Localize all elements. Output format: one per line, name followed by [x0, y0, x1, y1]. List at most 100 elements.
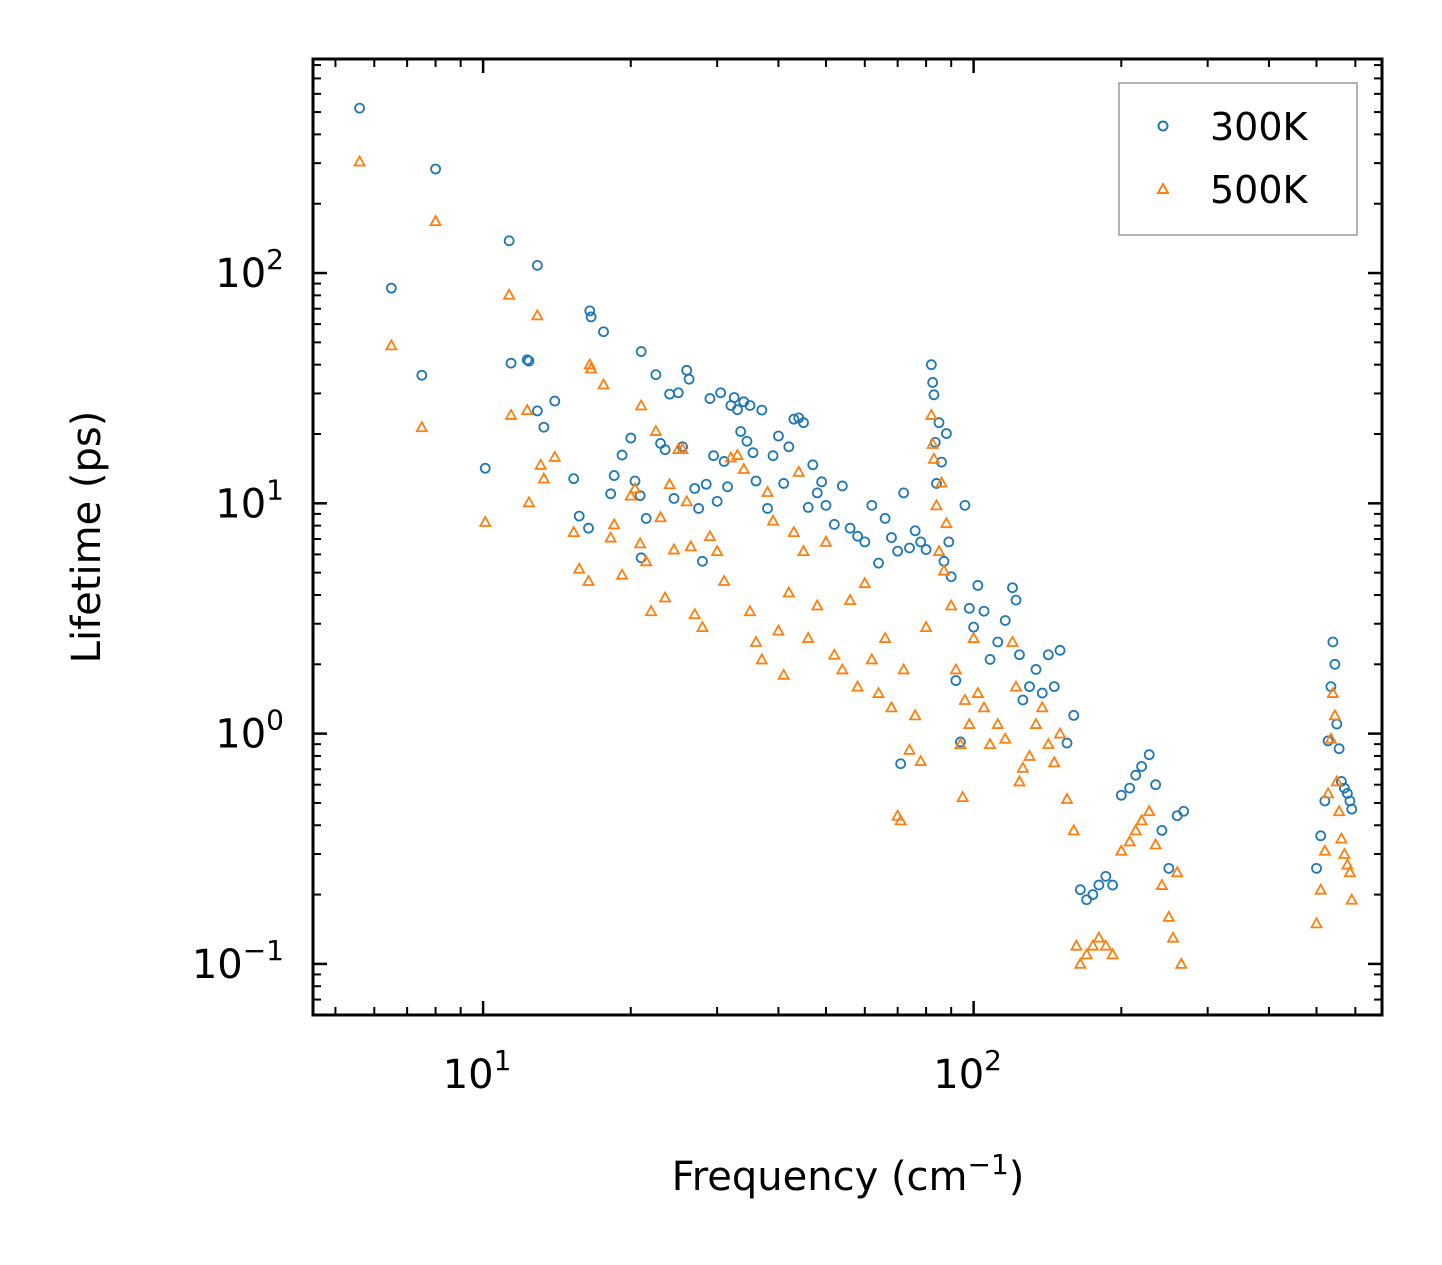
data-point-500k: [644, 604, 658, 617]
data-point-500k: [787, 525, 801, 537]
data-point-500k: [1149, 837, 1163, 850]
data-point-300k: [1087, 889, 1099, 900]
data-point-300k: [798, 417, 809, 429]
data-point-300k: [978, 605, 990, 617]
data-point-500k: [956, 790, 970, 803]
data-point-300k: [783, 441, 795, 453]
data-point-500k: [782, 585, 796, 598]
data-point-300k: [640, 513, 652, 524]
x-axis-label-main: Frequency (cm: [672, 1154, 968, 1200]
data-point-500k: [843, 593, 857, 605]
data-point-500k: [851, 679, 865, 692]
data-point-500k: [949, 662, 963, 675]
data-point-300k: [747, 447, 759, 459]
data-point-300k: [1007, 582, 1018, 594]
data-point-500k: [1309, 916, 1324, 929]
data-point-300k: [531, 259, 543, 271]
data-point-300k: [503, 235, 515, 247]
data-point-500k: [1023, 749, 1037, 761]
data-point-500k: [827, 647, 841, 660]
data-point-500k: [1016, 761, 1030, 773]
plot-frame: [311, 57, 1384, 1017]
data-point-500k: [749, 635, 763, 647]
data-point-500k: [939, 516, 953, 529]
y-tick-label: 100: [215, 704, 284, 758]
data-point-300k: [859, 536, 871, 548]
data-point-300k: [416, 369, 428, 381]
tick-labels: 101 102 10−1 100 101 102: [192, 243, 1002, 1098]
data-point-300k: [1124, 782, 1136, 794]
data-point-500k: [926, 437, 940, 449]
data-point-300k: [1017, 694, 1029, 706]
data-point-300k: [992, 636, 1004, 648]
data-point-500k: [1324, 731, 1338, 744]
data-point-500k: [1166, 930, 1180, 943]
data-point-300k: [1074, 884, 1086, 896]
data-point-300k: [844, 522, 856, 534]
data-point-300k: [573, 510, 585, 522]
data-point-500k: [878, 631, 892, 643]
data-point-300k: [1030, 664, 1042, 675]
x-tick-label: 102: [933, 1044, 1002, 1098]
data-point-300k: [704, 393, 716, 404]
data-point-500k: [1314, 882, 1328, 895]
data-point-500k: [615, 567, 629, 580]
data-point-500k: [730, 448, 744, 460]
data-point-500k: [1123, 834, 1137, 847]
data-point-500k: [934, 475, 949, 488]
data-point-300k: [689, 483, 701, 494]
data-point-300k: [430, 163, 441, 175]
data-point-500k: [1106, 947, 1120, 960]
data-point-300k: [904, 542, 915, 554]
data-point-500k: [634, 398, 648, 411]
data-point-300k: [933, 417, 945, 429]
data-point-300k: [836, 480, 848, 492]
data-point-500k: [1326, 686, 1340, 698]
data-point-300k: [715, 387, 727, 399]
data-point-500k: [967, 631, 981, 643]
data-point-500k: [537, 471, 551, 484]
data-point-500k: [1135, 813, 1149, 826]
data-point-500k: [865, 652, 879, 665]
data-point-300k: [598, 326, 609, 338]
data-point-300k: [1048, 681, 1060, 693]
data-point-500k: [675, 442, 690, 454]
data-point-500k: [1073, 957, 1087, 969]
data-point-500k: [1321, 786, 1335, 799]
data-point-300k: [1130, 769, 1142, 781]
data-point-300k: [886, 532, 897, 543]
data-point-500k: [958, 693, 972, 705]
data-point-500k: [624, 488, 638, 501]
data-point-300k: [385, 282, 397, 294]
data-point-300k: [1024, 681, 1035, 693]
data-point-300k: [920, 544, 932, 555]
data-point-500k: [1174, 957, 1188, 969]
data-point-500k: [684, 539, 698, 552]
data-point-300k: [625, 432, 637, 444]
data-point-500k: [858, 576, 872, 589]
data-point-500k: [1155, 878, 1169, 890]
data-point-300k: [852, 530, 863, 542]
data-point-300k: [521, 354, 533, 366]
data-point-500k: [932, 544, 946, 557]
data-point-300k: [697, 555, 708, 567]
data-point-300k: [1319, 795, 1331, 807]
data-point-500k: [522, 495, 536, 508]
legend-label-500k: 500K: [1210, 168, 1309, 212]
data-point-300k: [1068, 709, 1080, 721]
data-point-300k: [732, 404, 743, 416]
data-point-300k: [538, 421, 550, 433]
data-point-300k: [523, 355, 535, 367]
y-tick-label: 101: [215, 473, 284, 527]
data-point-500k: [710, 544, 724, 557]
data-point-500k: [897, 662, 911, 675]
data-point-500k: [628, 481, 642, 494]
data-point-300k: [909, 525, 921, 537]
data-point-300k: [767, 450, 779, 462]
data-point-500k: [717, 574, 731, 586]
data-point-500k: [792, 464, 806, 477]
data-point-300k: [741, 435, 753, 447]
y-tick-label: 10−1: [192, 934, 284, 988]
data-point-500k: [607, 517, 621, 530]
data-point-300k: [999, 615, 1011, 626]
